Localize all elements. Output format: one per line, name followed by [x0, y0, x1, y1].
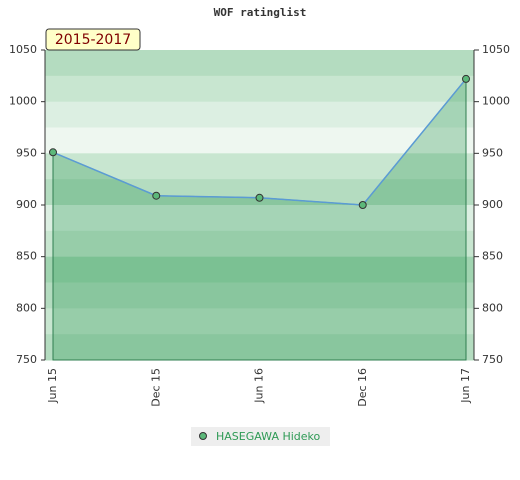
y-tick-label: 950 [16, 146, 37, 159]
y2-tick-label: 950 [482, 146, 503, 159]
y-tick-label: 1050 [9, 43, 37, 56]
background-band [45, 75, 474, 103]
legend-marker [199, 432, 207, 440]
background-band [45, 205, 474, 232]
y2-tick-label: 1000 [482, 95, 510, 108]
y2-tick-label: 1050 [482, 43, 510, 56]
y2-tick-label: 900 [482, 198, 503, 211]
background-band [45, 50, 474, 77]
x-tick-label: Jun 17 [459, 368, 472, 404]
legend [191, 427, 330, 446]
y2-tick-label: 850 [482, 250, 503, 263]
x-tick-label: Dec 16 [356, 368, 369, 407]
y2-tick-label: 750 [482, 353, 503, 366]
background-band [45, 101, 474, 128]
point [358, 201, 367, 209]
y-tick-label: 850 [16, 250, 37, 263]
point [49, 148, 57, 157]
plot-area [45, 50, 474, 361]
background-band [45, 127, 474, 154]
background-band [45, 282, 474, 309]
x-tick-label: Jun 15 [46, 368, 59, 404]
point [152, 191, 161, 200]
background-band [45, 256, 474, 283]
y-tick-label: 750 [16, 353, 37, 366]
x-tick-label: Jun 16 [253, 368, 266, 404]
point [255, 193, 264, 202]
annotation: 2015-2017 [55, 32, 131, 48]
y2-tick-label: 800 [482, 301, 503, 314]
x-tick-label: Dec 15 [149, 368, 162, 407]
y-tick-label: 900 [16, 198, 37, 211]
background-band [45, 308, 474, 335]
background-band [45, 153, 474, 180]
background-band [45, 334, 474, 361]
point [462, 74, 470, 83]
background-band [45, 230, 474, 258]
y-tick-label: 800 [16, 301, 37, 314]
annotation-box [45, 28, 141, 51]
y-tick-label: 1000 [9, 95, 37, 108]
chart-title: WOF ratinglist [214, 6, 307, 19]
legend-label: HASEGAWA Hideko [216, 430, 321, 443]
